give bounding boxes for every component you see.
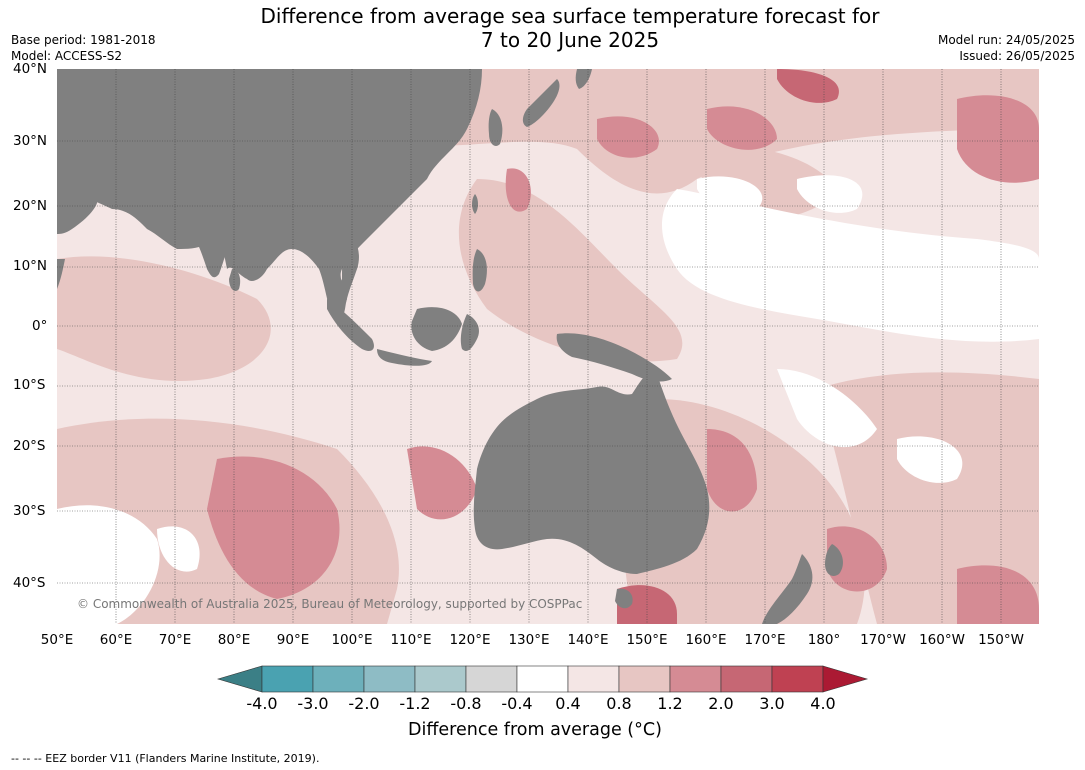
lon-label: 70°E xyxy=(158,632,192,648)
colorbar-segment xyxy=(567,665,620,693)
lon-label: 160°E xyxy=(685,632,727,648)
lon-label: 50°E xyxy=(40,632,74,648)
lat-label: 0° xyxy=(32,318,48,334)
model-run: Model run: 24/05/2025 xyxy=(937,33,1075,47)
colorbar-segment xyxy=(618,665,671,693)
colorbar-tick: -3.0 xyxy=(297,694,329,713)
lat-label: 30°N xyxy=(13,133,48,149)
meta-right: Model run: 24/05/2025 Issued: 26/05/2025 xyxy=(938,32,1075,64)
map-title: Difference from average sea surface temp… xyxy=(0,4,1085,52)
lat-label: 20°N xyxy=(13,198,48,214)
title-line-1: Difference from average sea surface temp… xyxy=(260,4,880,28)
lon-label: 110°E xyxy=(390,632,432,648)
colorbar-tick: 1.2 xyxy=(657,694,683,713)
colorbar-tick: -0.8 xyxy=(450,694,482,713)
lon-label: 60°E xyxy=(99,632,133,648)
lon-label: 100°E xyxy=(331,632,373,648)
colorbar-segment xyxy=(261,665,314,693)
lat-label: 40°S xyxy=(13,575,46,591)
colorbar-segment xyxy=(363,665,416,693)
colorbar-segment xyxy=(720,665,773,693)
lon-label: 90°E xyxy=(276,632,310,648)
lon-label: 140°E xyxy=(567,632,609,648)
eez-note: -- -- -- EEZ border V11 (Flanders Marine… xyxy=(11,752,320,765)
colorbar-tick: -0.4 xyxy=(501,694,533,713)
lat-label: 40°N xyxy=(13,61,48,77)
lon-label: 130°E xyxy=(508,632,550,648)
colorbar-segment xyxy=(771,665,824,693)
lon-label: 180° xyxy=(807,632,841,648)
model-name: Model: ACCESS-S2 xyxy=(11,49,123,63)
copyright-notice: © Commonwealth of Australia 2025, Bureau… xyxy=(77,597,583,611)
colorbar-segment xyxy=(312,665,365,693)
colorbar-segment xyxy=(414,665,467,693)
lon-label: 150°W xyxy=(978,632,1024,648)
colorbar-segment xyxy=(669,665,722,693)
lon-label: 170°E xyxy=(744,632,786,648)
lon-label: 160°W xyxy=(919,632,965,648)
colorbar-tick: 0.4 xyxy=(555,694,581,713)
colorbar-segment xyxy=(465,665,518,693)
meta-left: Base period: 1981-2018 Model: ACCESS-S2 xyxy=(11,32,156,64)
lon-label: 80°E xyxy=(217,632,251,648)
colorbar-tick: 3.0 xyxy=(759,694,785,713)
lon-label: 150°E xyxy=(626,632,668,648)
lat-label: 10°N xyxy=(13,258,48,274)
graticule xyxy=(57,69,1039,624)
anomaly-near-zero xyxy=(57,175,1039,624)
lon-label: 170°W xyxy=(860,632,906,648)
colorbar-tick: 4.0 xyxy=(810,694,836,713)
lat-label: 20°S xyxy=(13,438,46,454)
land xyxy=(57,69,843,624)
colorbar-segments xyxy=(216,665,869,693)
colorbar-label: Difference from average (°C) xyxy=(408,720,662,740)
lon-label: 120°E xyxy=(449,632,491,648)
lat-label: 10°S xyxy=(13,377,46,393)
colorbar xyxy=(216,665,869,693)
colorbar-tick: -1.2 xyxy=(399,694,431,713)
base-period: Base period: 1981-2018 xyxy=(11,33,156,47)
colorbar-tick: 2.0 xyxy=(708,694,734,713)
colorbar-tick: -4.0 xyxy=(246,694,278,713)
colorbar-tick: 0.8 xyxy=(606,694,632,713)
colorbar-arrow-min xyxy=(216,665,263,693)
title-line-2: 7 to 20 June 2025 xyxy=(480,28,660,52)
issued-date: Issued: 26/05/2025 xyxy=(959,49,1075,63)
sst-anomaly-map xyxy=(57,69,1039,624)
lat-label: 30°S xyxy=(13,503,46,519)
colorbar-arrow-max xyxy=(822,665,869,693)
colorbar-tick: -2.0 xyxy=(348,694,380,713)
colorbar-segment xyxy=(516,665,569,693)
